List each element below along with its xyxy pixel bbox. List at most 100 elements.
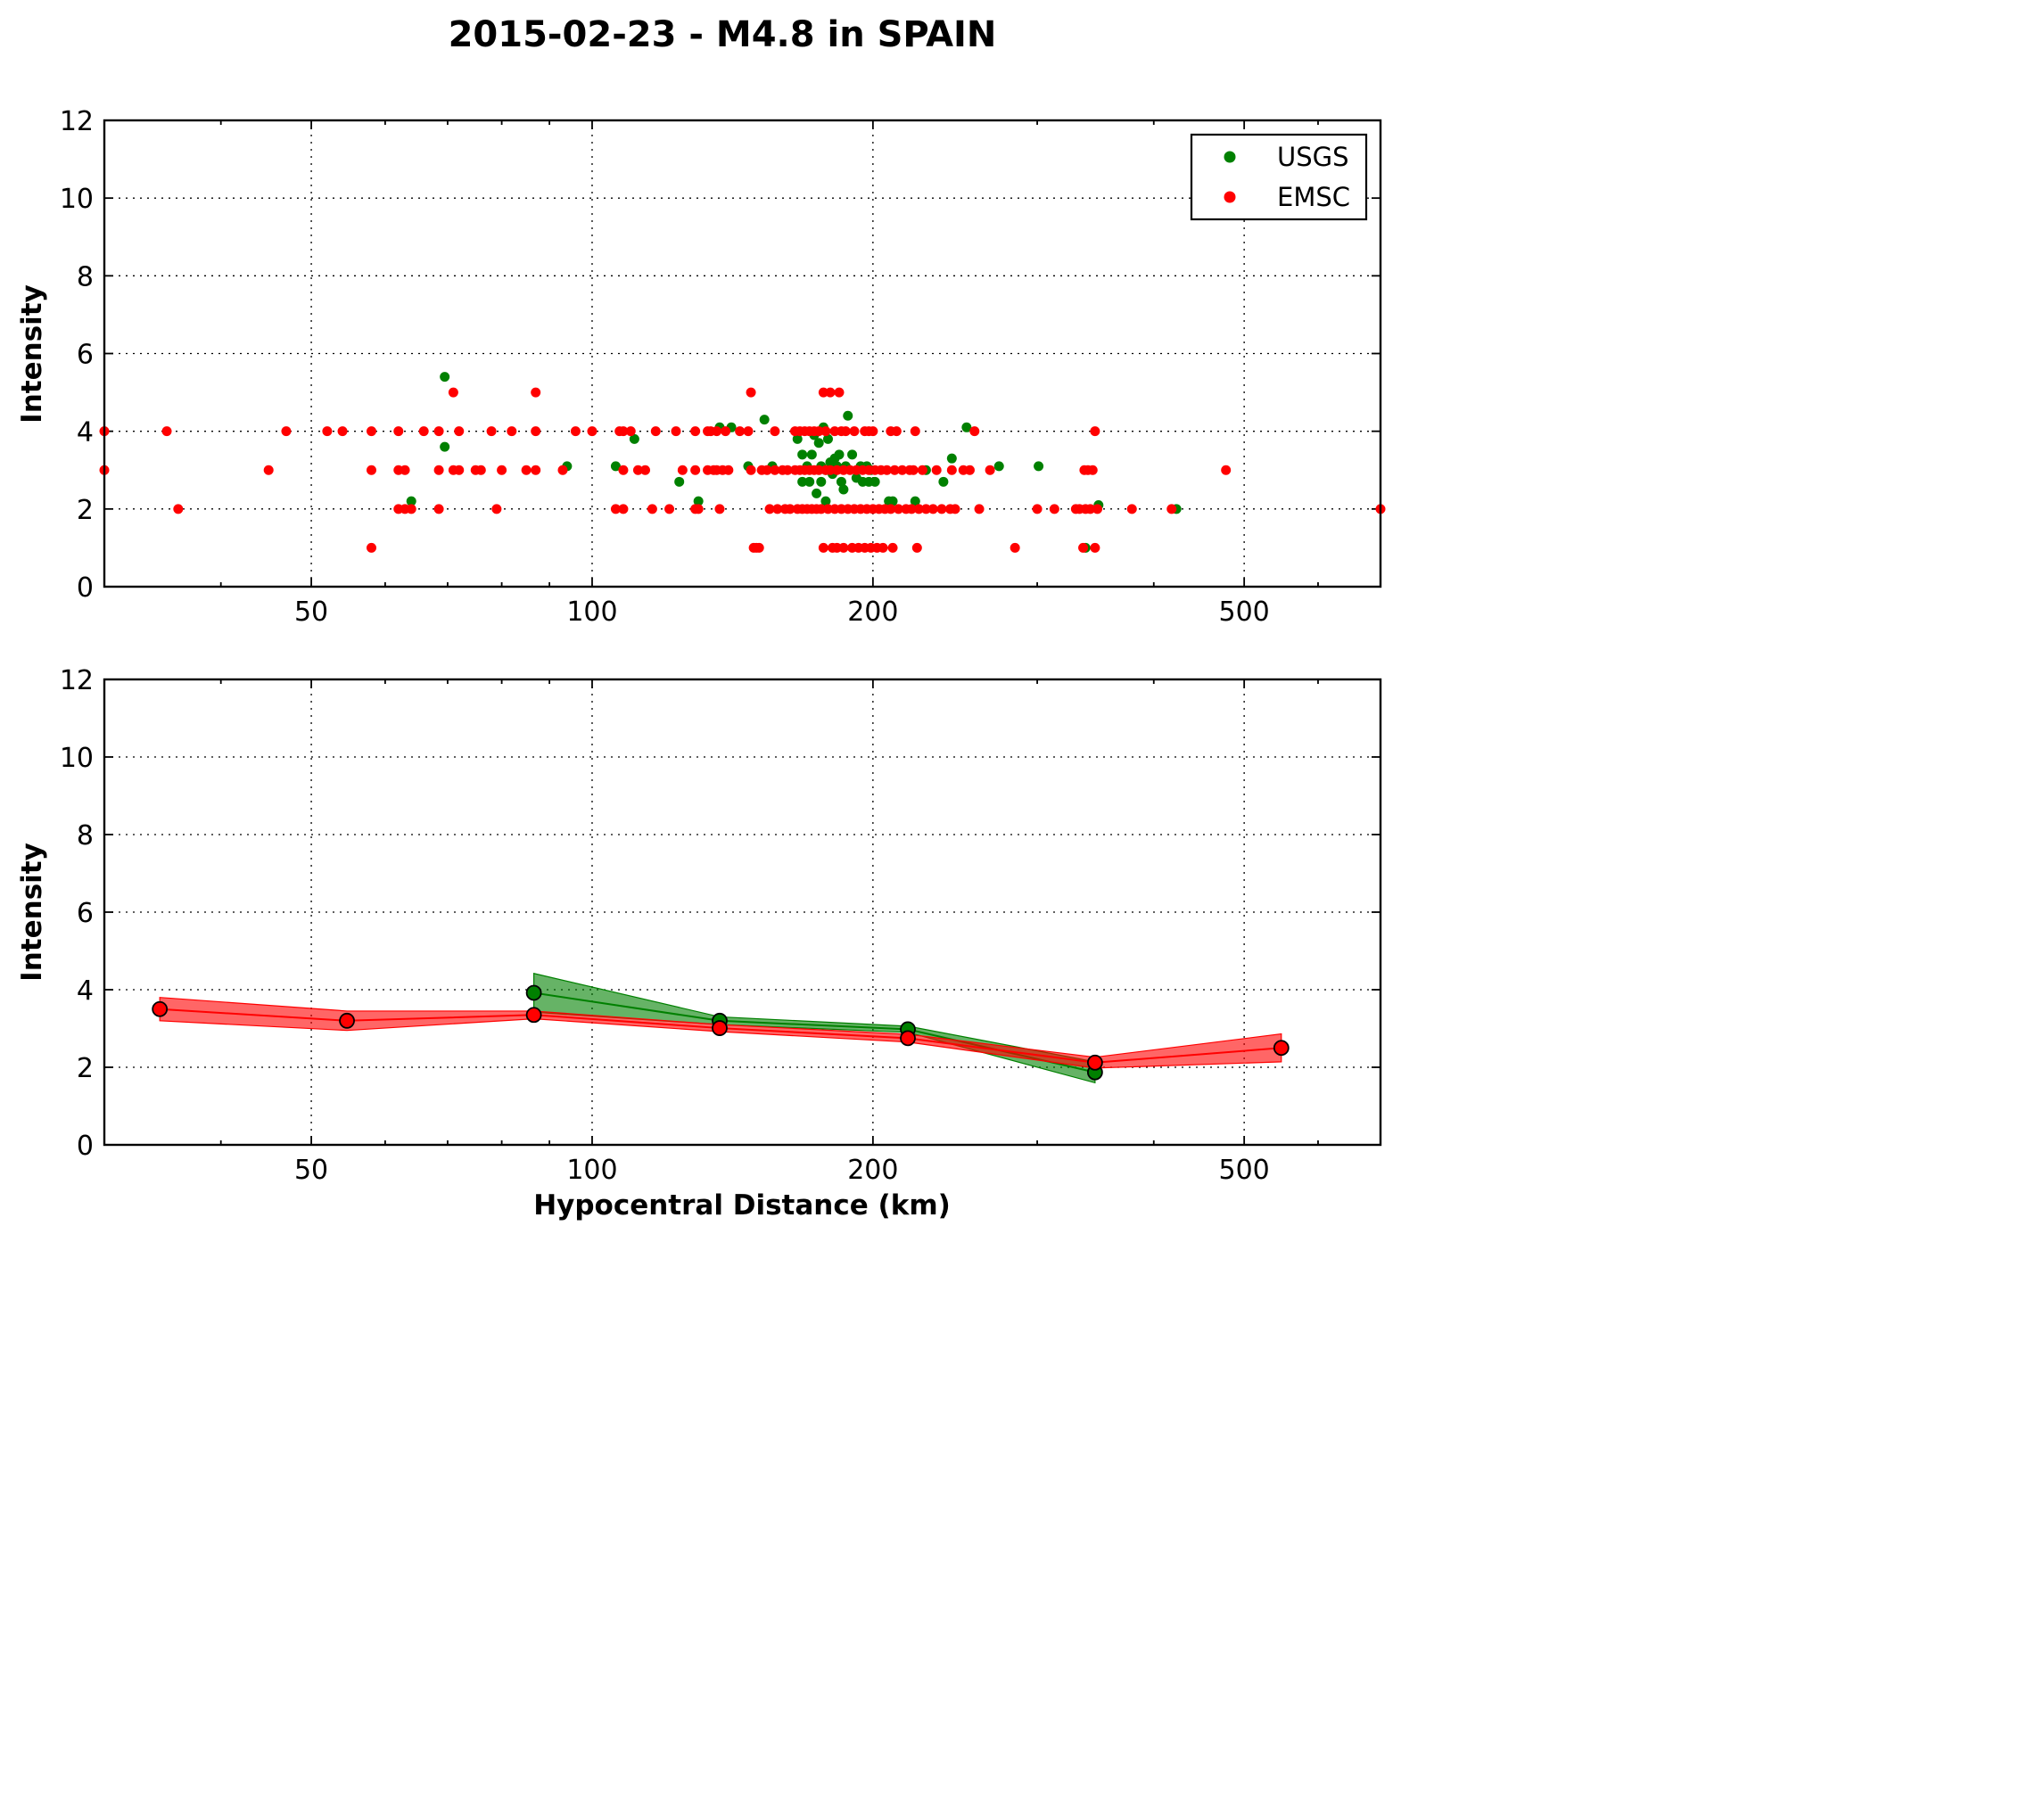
legend-usgs-marker	[1224, 151, 1236, 163]
scatter-point-emsc	[762, 465, 772, 475]
scatter-point-emsc	[818, 387, 828, 398]
scatter-point-emsc	[913, 504, 924, 514]
binned-point-emsc	[1086, 1054, 1103, 1071]
scatter-point-emsc	[454, 426, 465, 437]
scatter-point-emsc	[1085, 504, 1096, 514]
binned-point-emsc	[152, 1000, 169, 1017]
scatter-point-emsc	[816, 504, 827, 514]
scatter-point-usgs	[834, 449, 845, 460]
legend-box	[1190, 133, 1368, 221]
scatter-point-emsc	[822, 504, 833, 514]
top-ytick-label: 0	[77, 572, 94, 604]
scatter-point-emsc	[931, 465, 942, 475]
scatter-point-emsc	[639, 465, 650, 475]
scatter-point-emsc	[497, 465, 507, 475]
scatter-point-usgs	[759, 415, 770, 425]
scatter-point-usgs	[910, 496, 920, 506]
bottom-ylabel: Intensity	[16, 843, 48, 982]
scatter-point-emsc	[433, 504, 444, 514]
scatter-point-emsc	[891, 426, 902, 437]
scatter-point-emsc	[910, 426, 920, 437]
top-xtick-label: 500	[1219, 596, 1270, 628]
scatter-point-emsc	[1032, 504, 1043, 514]
top-scatter-points	[99, 372, 1386, 553]
scatter-point-usgs	[440, 441, 450, 452]
scatter-point-emsc	[917, 465, 927, 475]
scatter-point-emsc	[985, 465, 995, 475]
bottom-series	[152, 972, 1290, 1084]
scatter-point-emsc	[746, 387, 756, 398]
top-ytick-label: 8	[77, 261, 94, 292]
scatter-point-emsc	[650, 426, 661, 437]
top-gridlines	[104, 120, 1381, 587]
scatter-point-emsc	[897, 465, 908, 475]
scatter-point-emsc	[618, 426, 629, 437]
scatter-point-emsc	[366, 465, 376, 475]
binned-point-emsc	[1273, 1040, 1290, 1057]
scatter-point-emsc	[610, 504, 621, 514]
scatter-point-usgs	[792, 433, 803, 444]
scatter-point-usgs	[820, 496, 831, 506]
scatter-point-emsc	[893, 504, 903, 514]
scatter-point-usgs	[693, 496, 704, 506]
top-ytick-label: 2	[77, 495, 94, 526]
scatter-point-emsc	[746, 465, 756, 475]
scatter-point-emsc	[840, 426, 851, 437]
scatter-point-usgs	[1034, 461, 1044, 472]
binned-point-emsc	[712, 1020, 728, 1036]
scatter-point-emsc	[920, 504, 931, 514]
scatter-point-emsc	[690, 426, 701, 437]
scatter-point-usgs	[870, 476, 880, 487]
top-ytick-label: 6	[77, 340, 94, 371]
scatter-point-emsc	[770, 465, 780, 475]
top-ytick-label: 10	[60, 184, 94, 215]
bottom-xtick-label: 200	[847, 1155, 898, 1186]
scatter-point-emsc	[1090, 542, 1100, 553]
bottom-ytick-label: 2	[77, 1053, 94, 1084]
scatter-point-emsc	[950, 504, 960, 514]
scatter-point-emsc	[531, 465, 541, 475]
top-xtick-label: 200	[847, 596, 898, 628]
scatter-point-emsc	[664, 504, 675, 514]
scatter-point-usgs	[797, 476, 808, 487]
top-tick-labels: 0 2 4 6 8 10 12 50 100 200 500	[60, 106, 1270, 628]
scatter-point-emsc	[974, 504, 985, 514]
scatter-point-emsc	[927, 504, 938, 514]
scatter-point-usgs	[843, 410, 853, 421]
bottom-ytick-label: 0	[77, 1131, 94, 1162]
scatter-point-usgs	[838, 484, 849, 495]
scatter-point-emsc	[531, 387, 541, 398]
scatter-point-usgs	[610, 461, 621, 472]
scatter-point-emsc	[263, 465, 274, 475]
bottom-xlabel: Hypocentral Distance (km)	[533, 1189, 951, 1222]
scatter-point-emsc	[1090, 426, 1100, 437]
scatter-point-usgs	[813, 438, 824, 448]
scatter-point-emsc	[936, 504, 947, 514]
scatter-point-emsc	[906, 504, 917, 514]
scatter-point-emsc	[889, 465, 900, 475]
scatter-point-emsc	[570, 426, 581, 437]
scatter-point-emsc	[173, 504, 184, 514]
scatter-point-emsc	[1221, 465, 1232, 475]
scatter-point-emsc	[406, 504, 416, 514]
chart-title: 2015-02-23 - M4.8 in SPAIN	[449, 14, 997, 55]
scatter-point-emsc	[820, 426, 831, 437]
scatter-point-emsc	[1010, 542, 1020, 553]
scatter-point-emsc	[632, 465, 643, 475]
scatter-point-emsc	[813, 465, 824, 475]
scatter-point-emsc	[161, 426, 172, 437]
scatter-point-emsc	[587, 426, 598, 437]
scatter-point-emsc	[618, 465, 629, 475]
scatter-point-emsc	[486, 426, 497, 437]
scatter-point-emsc	[911, 542, 922, 553]
bottom-xtick-label: 50	[294, 1155, 328, 1186]
top-xtick-label: 50	[294, 596, 328, 628]
scatter-point-emsc	[433, 465, 444, 475]
scatter-point-emsc	[418, 426, 429, 437]
bottom-ytick-label: 6	[77, 898, 94, 929]
scatter-point-emsc	[625, 426, 636, 437]
scatter-point-emsc	[849, 426, 860, 437]
scatter-point-emsc	[507, 426, 517, 437]
scatter-point-emsc	[366, 426, 376, 437]
scatter-point-emsc	[1087, 465, 1098, 475]
